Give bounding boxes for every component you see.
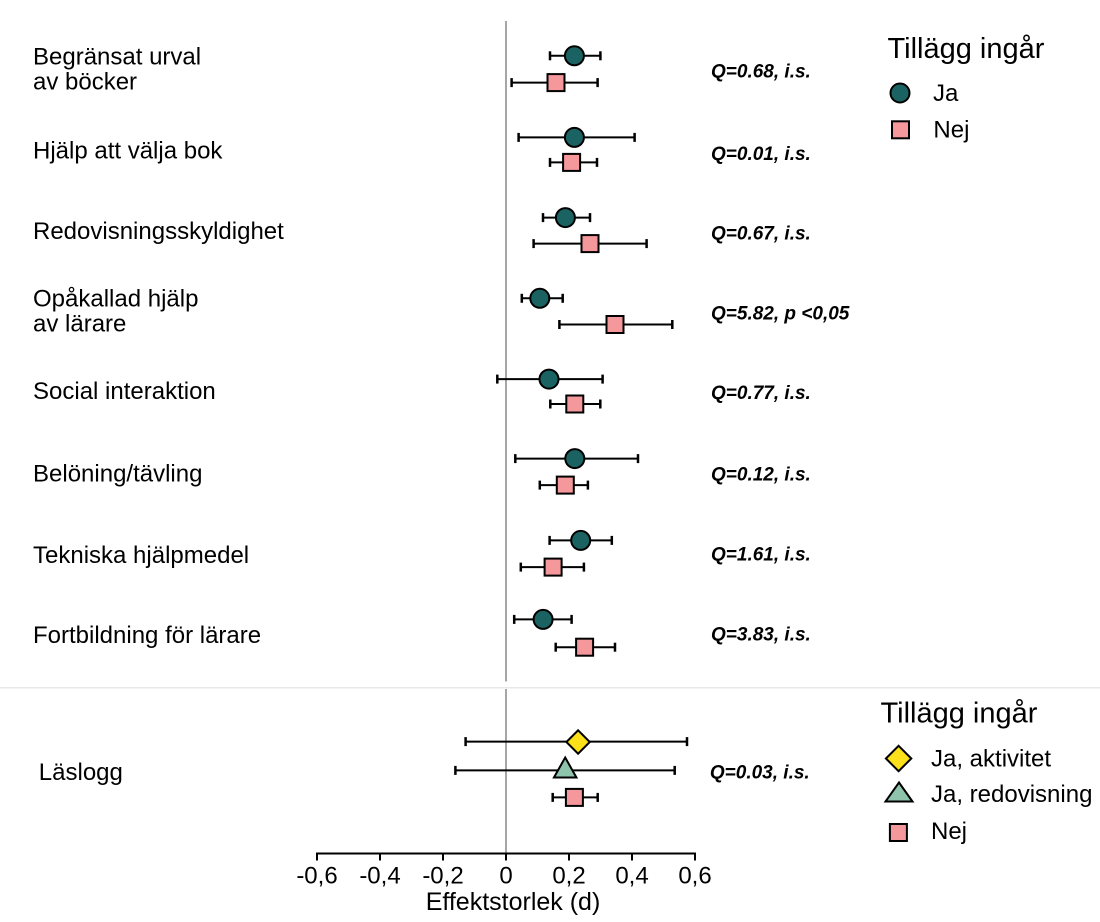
svg-text:Begränsat urval: Begränsat urval (33, 44, 201, 71)
svg-text:-0,6: -0,6 (296, 863, 337, 890)
svg-text:Tillägg ingår: Tillägg ingår (888, 33, 1045, 65)
svg-text:Ja: Ja (933, 80, 959, 107)
svg-text:Nej: Nej (931, 818, 967, 845)
svg-text:Q=0.03, i.s.: Q=0.03, i.s. (710, 763, 810, 784)
svg-text:Q=1.61, i.s.: Q=1.61, i.s. (711, 545, 811, 566)
svg-text:Q=0.68, i.s.: Q=0.68, i.s. (711, 62, 811, 83)
svg-text:Belöning/tävling: Belöning/tävling (33, 461, 202, 488)
svg-text:av lärare: av lärare (33, 311, 126, 338)
svg-text:Läslogg: Läslogg (39, 759, 123, 786)
svg-text:Q=0.77, i.s.: Q=0.77, i.s. (711, 383, 811, 404)
svg-text:Ja, redovisning: Ja, redovisning (931, 781, 1092, 808)
svg-text:Tillägg ingår: Tillägg ingår (881, 698, 1038, 730)
svg-text:Effektstorlek (d): Effektstorlek (d) (426, 888, 601, 916)
svg-text:Hjälp att välja bok: Hjälp att välja bok (33, 138, 223, 165)
svg-text:Nej: Nej (933, 116, 969, 143)
svg-text:Fortbildning för lärare: Fortbildning för lärare (33, 622, 261, 649)
svg-text:0: 0 (499, 863, 512, 890)
svg-text:Q=0.12, i.s.: Q=0.12, i.s. (711, 464, 811, 485)
svg-text:-0,2: -0,2 (422, 863, 463, 890)
svg-text:Q=0.67, i.s.: Q=0.67, i.s. (711, 224, 811, 245)
svg-text:Redovisningsskyldighet: Redovisningsskyldighet (33, 218, 284, 245)
svg-text:av böcker: av böcker (33, 69, 137, 96)
svg-text:-0,4: -0,4 (359, 863, 400, 890)
svg-text:0,4: 0,4 (615, 863, 648, 890)
svg-text:Social interaktion: Social interaktion (33, 378, 216, 405)
svg-text:0,6: 0,6 (678, 863, 711, 890)
svg-text:0,2: 0,2 (552, 863, 585, 890)
svg-text:Q=5.82, p <0,05: Q=5.82, p <0,05 (711, 304, 850, 325)
svg-text:Opåkallad hjälp: Opåkallad hjälp (33, 286, 198, 313)
svg-text:Tekniska hjälpmedel: Tekniska hjälpmedel (33, 542, 249, 569)
svg-text:Ja, aktivitet: Ja, aktivitet (931, 745, 1051, 772)
svg-text:Q=0.01, i.s.: Q=0.01, i.s. (711, 144, 811, 165)
svg-text:Q=3.83, i.s.: Q=3.83, i.s. (711, 625, 811, 646)
